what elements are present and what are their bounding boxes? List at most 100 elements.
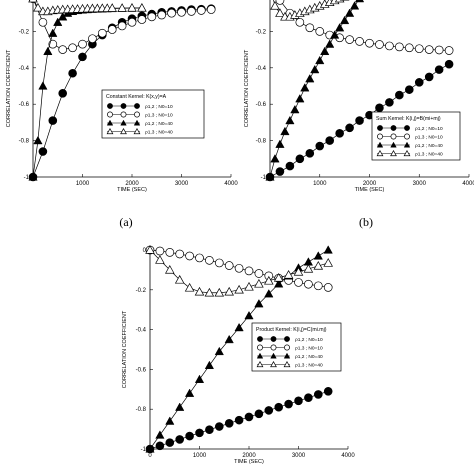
data-point xyxy=(157,10,167,20)
data-point xyxy=(78,52,87,62)
data-point xyxy=(344,8,355,17)
data-point xyxy=(145,245,155,254)
y-tick-label: -0.6 xyxy=(19,102,30,108)
data-point xyxy=(155,255,165,264)
x-tick-label: 0 xyxy=(148,453,152,459)
data-point xyxy=(194,374,205,383)
data-point xyxy=(224,286,234,296)
data-point xyxy=(254,299,264,308)
x-tick-label: 1000 xyxy=(76,181,90,187)
data-point xyxy=(127,3,137,12)
legend-title: Sum Kernel: K(i,j)=B(mi+mj) xyxy=(376,116,441,122)
data-point xyxy=(349,1,360,10)
data-point xyxy=(274,402,284,412)
legend-entry-label: ρ1,2 ; N0=10 xyxy=(295,337,323,343)
x-tick-label: 3000 xyxy=(292,453,306,459)
legend-entry-label: ρ1,3 ; N0=10 xyxy=(295,345,323,351)
data-point xyxy=(205,425,214,434)
data-point xyxy=(335,23,345,32)
data-point xyxy=(155,441,165,451)
data-point xyxy=(285,115,295,125)
data-point xyxy=(165,438,175,447)
data-point xyxy=(194,286,205,296)
data-point xyxy=(88,34,97,44)
data-point xyxy=(434,45,444,55)
data-point xyxy=(234,284,244,294)
legend-entry-label: ρ1,3 ; N0=10 xyxy=(415,134,443,140)
chart-caption: (a) xyxy=(119,215,132,229)
data-point xyxy=(184,388,195,397)
legend-marker xyxy=(120,119,127,126)
data-point xyxy=(174,274,185,284)
data-point xyxy=(234,322,244,332)
x-tick-label: 4000 xyxy=(462,181,474,187)
data-point xyxy=(78,39,87,49)
data-point xyxy=(28,0,38,3)
legend-entry-label: ρ1,2 ; N0=10 xyxy=(415,126,443,132)
data-point xyxy=(325,136,335,145)
data-point xyxy=(414,78,424,87)
x-tick-label: 3000 xyxy=(413,181,427,187)
data-point xyxy=(323,245,333,254)
data-point xyxy=(165,416,175,425)
data-point xyxy=(385,41,394,51)
data-point xyxy=(215,422,224,431)
data-point xyxy=(107,3,117,12)
data-point xyxy=(323,386,333,396)
data-point xyxy=(265,172,275,181)
y-axis-label: CORRELATION COEFFICIENT xyxy=(122,310,128,388)
data-point xyxy=(155,246,165,256)
data-point xyxy=(58,88,68,98)
data-point xyxy=(33,135,43,145)
data-point xyxy=(275,167,285,176)
data-point xyxy=(275,8,285,17)
data-point xyxy=(264,275,274,285)
data-point xyxy=(165,248,175,257)
data-point xyxy=(165,264,175,274)
data-point xyxy=(345,35,354,44)
legend-entry-label: ρ1,2 ; N0=40 xyxy=(295,354,323,360)
data-point xyxy=(444,46,454,55)
data-point xyxy=(284,399,293,409)
data-point xyxy=(305,74,315,83)
data-point xyxy=(285,161,295,171)
data-point xyxy=(404,43,414,53)
legend-marker xyxy=(404,125,410,131)
data-point xyxy=(375,40,384,49)
legend-marker xyxy=(120,127,127,135)
data-point xyxy=(304,393,313,402)
data-point xyxy=(68,68,77,78)
y-tick-label: -1 xyxy=(261,175,267,181)
data-point xyxy=(310,64,320,74)
data-point xyxy=(53,17,63,26)
legend-entry-label: ρ1,2 ; N0=10 xyxy=(145,104,173,110)
legend-marker xyxy=(133,127,141,135)
data-point xyxy=(244,412,254,422)
data-point xyxy=(195,253,204,263)
legend-marker xyxy=(120,111,127,118)
x-tick-label: 1000 xyxy=(313,181,327,187)
y-tick-label: -0.4 xyxy=(19,66,30,72)
data-point xyxy=(214,258,224,268)
legend-marker xyxy=(120,103,127,109)
data-point xyxy=(196,6,206,15)
data-point xyxy=(300,83,310,92)
data-point xyxy=(214,346,224,356)
legend-marker xyxy=(256,352,264,359)
x-axis-label: TIME (SEC) xyxy=(355,187,385,193)
legend-marker xyxy=(270,360,277,368)
data-point xyxy=(395,90,404,100)
legend-marker xyxy=(390,133,397,140)
y-tick-label: -0.6 xyxy=(136,367,147,373)
y-tick-label: -0.2 xyxy=(19,29,30,35)
legend-entry-label: ρ1,3 ; N0=40 xyxy=(295,362,323,368)
y-tick-label: -0.4 xyxy=(256,66,267,72)
x-tick-label: 2000 xyxy=(242,453,256,459)
series-group xyxy=(145,245,333,454)
x-tick-label: 1000 xyxy=(193,453,207,459)
legend-marker xyxy=(283,352,291,359)
data-point xyxy=(303,263,314,273)
data-point xyxy=(375,103,384,113)
legend: Sum Kernel: K(i,j)=B(mi+mj) ρ1,2 ; N0=10 ρ… xyxy=(371,111,461,161)
legend-marker xyxy=(257,344,263,351)
